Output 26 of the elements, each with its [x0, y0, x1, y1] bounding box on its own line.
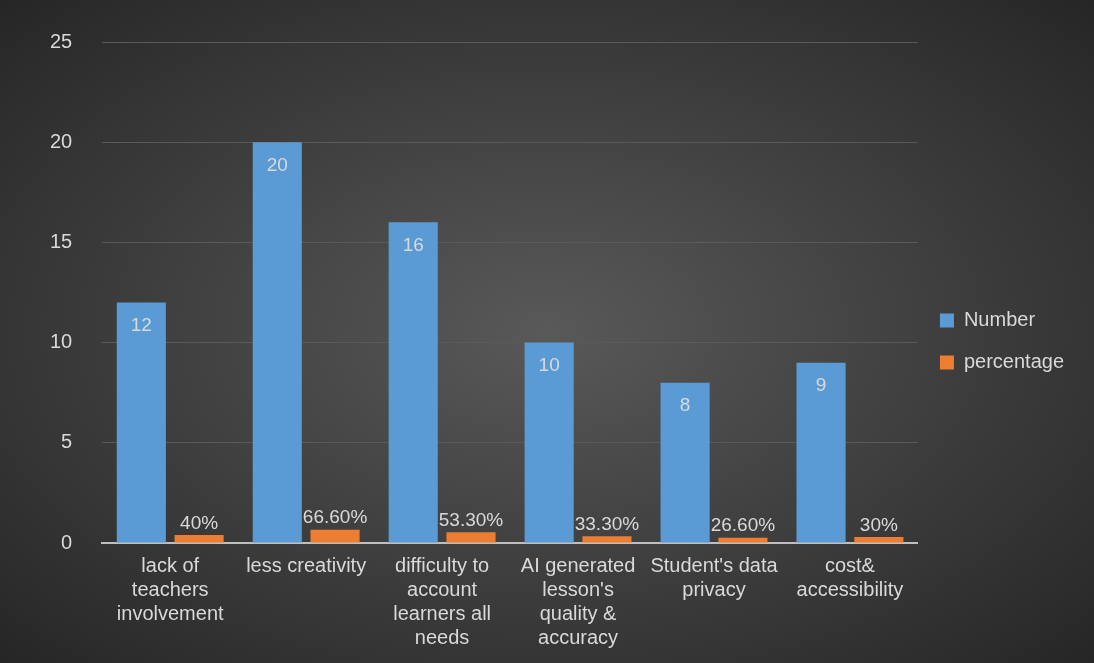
y-tick-label: 0: [61, 530, 73, 553]
data-label: 12: [130, 314, 152, 336]
data-label: 53.30%: [438, 509, 504, 531]
x-tick-label: less creativity: [246, 553, 367, 576]
y-tick-label: 25: [50, 29, 73, 52]
x-tick-label: lack of teachers involvement: [116, 553, 225, 624]
data-label: 9: [815, 374, 827, 396]
data-label: 8: [679, 394, 691, 416]
x-tick-label: difficulty to account learners all needs: [393, 553, 492, 648]
data-label: 16: [402, 234, 424, 256]
legend-label: Number: [963, 308, 1036, 331]
y-tick-label: 10: [50, 330, 73, 353]
data-label: 26.60%: [710, 514, 776, 536]
y-tick-label: 15: [50, 229, 73, 252]
y-tick-label: 5: [61, 430, 73, 453]
legend-label: percentage: [963, 350, 1064, 373]
data-label: 40%: [180, 511, 219, 533]
y-tick-label: 20: [50, 129, 73, 152]
x-tick-label: cost& accessibility: [796, 553, 904, 600]
x-tick-label: Student's data privacy: [650, 553, 779, 600]
x-tick-label: AI generated lesson's quality & accuracy: [520, 553, 636, 648]
data-label: 10: [538, 354, 560, 376]
data-label: 33.30%: [574, 513, 640, 535]
data-label: 30%: [859, 513, 898, 535]
data-label: 20: [266, 153, 288, 175]
data-label: 66.60%: [302, 506, 368, 528]
